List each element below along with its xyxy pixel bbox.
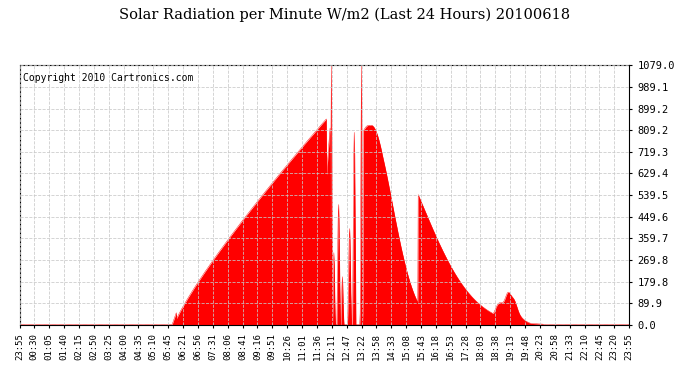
Text: Solar Radiation per Minute W/m2 (Last 24 Hours) 20100618: Solar Radiation per Minute W/m2 (Last 24… xyxy=(119,8,571,22)
Text: Copyright 2010 Cartronics.com: Copyright 2010 Cartronics.com xyxy=(23,73,193,83)
